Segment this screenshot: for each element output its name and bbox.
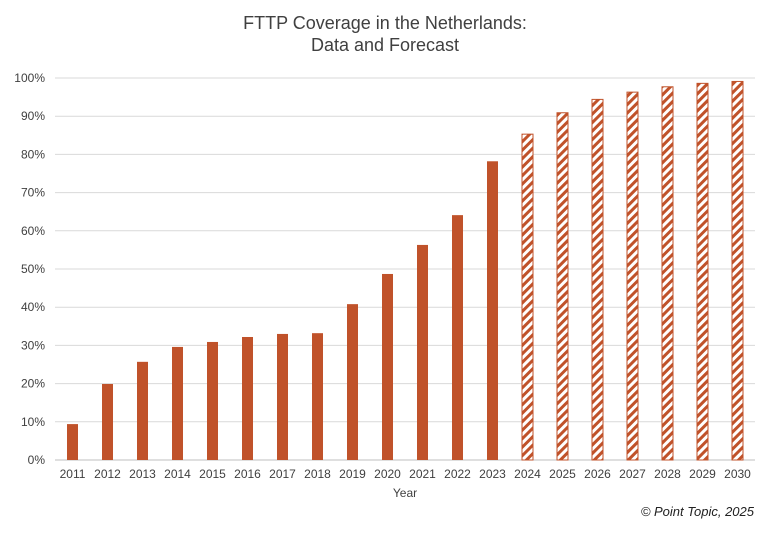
y-tick-label: 20% — [21, 377, 45, 391]
x-tick-label: 2021 — [409, 467, 436, 481]
bar-2012 — [102, 383, 113, 460]
x-tick-label: 2014 — [164, 467, 191, 481]
x-tick-label: 2028 — [654, 467, 681, 481]
bar-2019 — [347, 304, 358, 460]
bar-2023 — [487, 161, 498, 460]
bar-forecast-2025 — [556, 112, 569, 461]
x-tick-label: 2011 — [60, 467, 86, 481]
y-tick-label: 10% — [21, 415, 45, 429]
y-tick-label: 0% — [28, 453, 46, 467]
bar-forecast-2026 — [591, 98, 604, 461]
bar-forecast-2029 — [696, 82, 709, 461]
x-tick-label: 2022 — [444, 467, 471, 481]
chart-subtitle: Data and Forecast — [310, 35, 460, 55]
x-tick-label: 2020 — [374, 467, 401, 481]
x-tick-label: 2027 — [619, 467, 646, 481]
y-tick-label: 100% — [14, 71, 45, 85]
x-tick-label: 2030 — [724, 467, 751, 481]
x-axis-label: Year — [392, 486, 418, 500]
x-tick-label: 2025 — [549, 467, 576, 481]
x-tick-label: 2026 — [584, 467, 611, 481]
bar-forecast-2027 — [626, 91, 639, 461]
x-tick-label: 2017 — [269, 467, 296, 481]
chart-title-line1: FTTP Coverage in the Netherlands: — [243, 13, 527, 33]
x-tick-label: 2023 — [479, 467, 506, 481]
x-tick-label: 2016 — [234, 467, 261, 481]
y-tick-label: 60% — [21, 224, 45, 238]
y-tick-label: 80% — [21, 147, 45, 161]
copyright-credit: © Point Topic, 2025 — [640, 504, 754, 519]
x-tick-label: 2019 — [339, 467, 366, 481]
y-tick-label: 90% — [21, 109, 45, 123]
bar-2017 — [277, 333, 288, 460]
x-tick-label: 2029 — [689, 467, 716, 481]
y-tick-label: 30% — [21, 338, 45, 352]
y-tick-label: 50% — [21, 262, 45, 276]
bar-forecast-2030 — [731, 80, 744, 461]
bar-2016 — [242, 336, 253, 460]
bar-2014 — [172, 346, 183, 460]
bar-2020 — [382, 273, 393, 460]
x-tick-label: 2015 — [199, 467, 226, 481]
bar-2021 — [417, 244, 428, 460]
bar-2022 — [452, 215, 463, 460]
bar-2018 — [312, 333, 323, 460]
y-tick-label: 70% — [21, 186, 45, 200]
x-tick-label: 2018 — [304, 467, 331, 481]
bar-2015 — [207, 341, 218, 460]
chart-title: FTTP Coverage in the Netherlands: Data a… — [0, 12, 770, 56]
bar-2011 — [67, 424, 78, 460]
bar-forecast-2028 — [661, 86, 674, 461]
y-tick-label: 40% — [21, 300, 45, 314]
bar-forecast-2024 — [521, 133, 534, 461]
x-tick-label: 2013 — [129, 467, 156, 481]
x-tick-label: 2024 — [514, 467, 541, 481]
bar-2013 — [137, 361, 148, 460]
x-tick-label: 2012 — [94, 467, 121, 481]
